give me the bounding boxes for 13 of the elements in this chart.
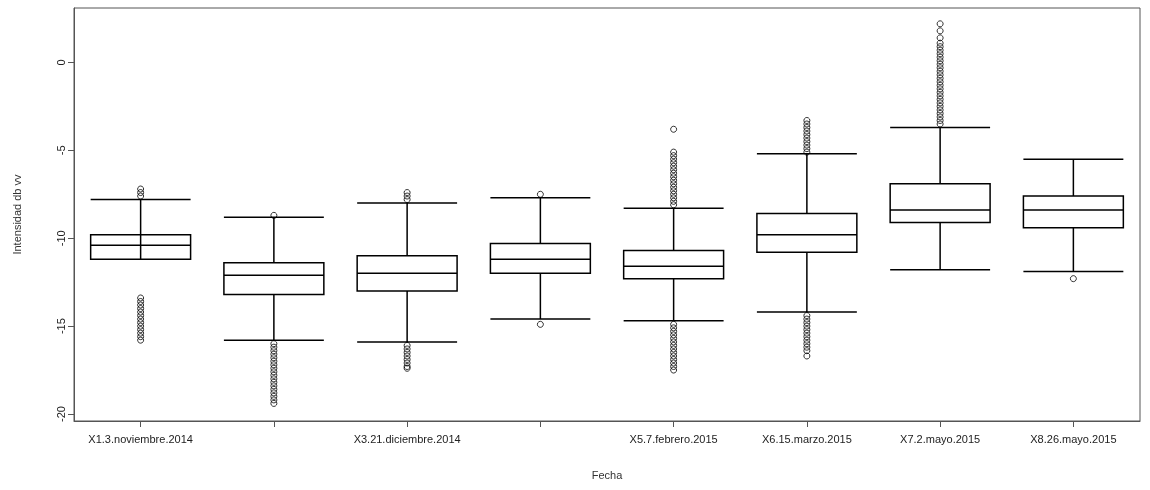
x-tick-label: X3.21.diciembre.2014	[353, 432, 461, 445]
x-tick-label: X6.15.marzo.2015	[761, 432, 852, 445]
x-axis-title: Fecha	[591, 468, 624, 481]
y-tick-label: -10	[54, 230, 67, 247]
y-tick-label: 0	[54, 59, 67, 66]
y-tick-label: -5	[54, 145, 67, 156]
x-tick-label: X7.2.mayo.2015	[900, 432, 981, 445]
y-axis-title: Intensidad db vv	[10, 173, 23, 255]
y-tick-label: -15	[54, 318, 67, 335]
x-tick-label: X1.3.noviembre.2014	[88, 432, 193, 445]
y-tick-label: -20	[54, 406, 67, 422]
x-tick-label: X8.26.mayo.2015	[1030, 432, 1117, 445]
x-tick-label: X5.7.febrero.2015	[629, 432, 718, 445]
